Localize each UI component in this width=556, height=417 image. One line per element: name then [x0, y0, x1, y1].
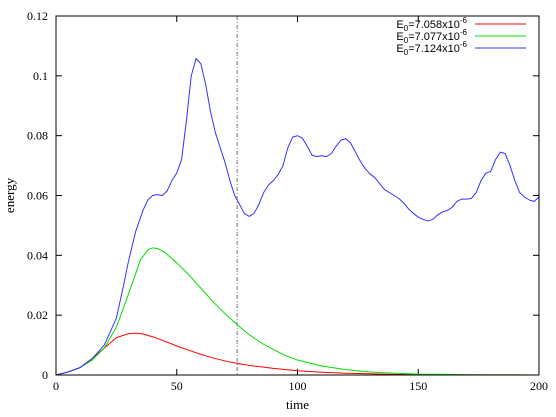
series-line-1 [55, 332, 540, 376]
series-line-3 [55, 57, 540, 376]
x-tick-label: 200 [530, 379, 548, 393]
y-axis-label: energy [2, 177, 17, 213]
y-tick-label: 0.04 [27, 248, 48, 262]
y-tick-label: 0.02 [27, 308, 48, 322]
y-tick-label: 0.06 [27, 189, 48, 203]
series-layer [55, 57, 540, 376]
y-tick-label: 0.1 [33, 69, 48, 83]
plot-frame [55, 15, 540, 376]
x-axis-label: time [286, 397, 309, 412]
legend-label-3: E0=7.124x10-6 [396, 40, 467, 57]
series-line-2 [55, 247, 540, 376]
ticks-layer: 0 50 100 150 200 0 0.02 0.04 0.06 0.08 0.1 0.12 [27, 9, 548, 393]
legend-label-1: E0=7.058x10-6 [396, 16, 467, 33]
x-tick-label: 150 [409, 379, 427, 393]
y-tick-label: 0 [42, 368, 48, 382]
legend: E0=7.058x10-6E0=7.077x10-6E0=7.124x10-6 [396, 16, 526, 57]
x-tick-label: 100 [289, 379, 307, 393]
y-tick-label: 0.12 [27, 9, 48, 23]
x-tick-label: 50 [171, 379, 183, 393]
x-tick-label: 0 [53, 379, 59, 393]
legend-label-2: E0=7.077x10-6 [396, 28, 467, 45]
y-tick-label: 0.08 [27, 129, 48, 143]
